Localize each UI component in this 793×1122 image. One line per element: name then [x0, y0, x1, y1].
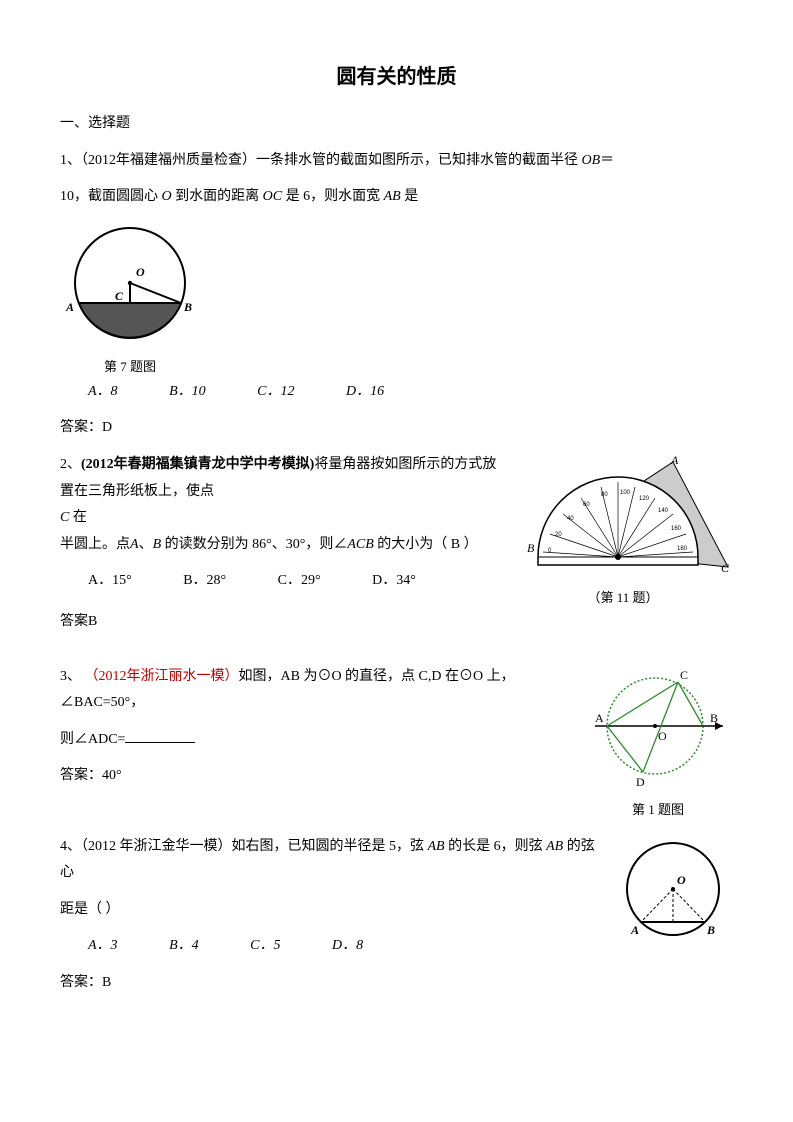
q1-ob: OB — [582, 153, 601, 168]
q3-prefix: 3、 — [60, 669, 85, 684]
q2-figure: 02040 6080100 120140160 180 A B C （第 11 … — [513, 452, 733, 606]
svg-text:80: 80 — [601, 492, 608, 498]
q4-label-b: B — [706, 923, 715, 937]
q2-lb: B — [153, 537, 162, 552]
q1-o: O — [162, 189, 172, 204]
q2-la: A — [130, 537, 139, 552]
q1-figure-caption: 第 7 题图 — [60, 356, 200, 375]
q2-label-c: C — [721, 561, 730, 575]
q2-answer: 答案B — [60, 609, 733, 636]
q4-ab2: AB — [546, 839, 563, 854]
q3-blank — [125, 728, 195, 743]
svg-text:120: 120 — [639, 496, 650, 502]
q3-l2a: 则∠ADC= — [60, 732, 125, 747]
q1-label-c: C — [115, 289, 124, 303]
q1-oc: OC — [263, 189, 282, 204]
q1-text: 1、（2012年福建福州质量检查）一条排水管的截面如图所示，已知排水管的截面半径… — [60, 148, 733, 175]
q1-ab: AB — [384, 189, 401, 204]
q2-option-d: D．34° — [372, 568, 416, 595]
q2-label-a: A — [670, 453, 679, 467]
q4-option-b: B．4 — [169, 933, 199, 960]
q1-option-c: C．12 — [257, 379, 294, 406]
q1-figure: O C A B 第 7 题图 — [60, 221, 733, 375]
q1-option-d: D．16 — [346, 379, 384, 406]
q3-label-b: B — [710, 711, 718, 725]
svg-text:160: 160 — [671, 526, 682, 532]
q2-option-a: A．15° — [88, 568, 132, 595]
q4-label-a: A — [630, 923, 639, 937]
svg-text:100: 100 — [620, 490, 631, 496]
q3-src: （2012年浙江丽水一模） — [85, 669, 239, 684]
section-heading: 一、选择题 — [60, 111, 733, 138]
q1-answer: 答案：D — [60, 415, 733, 442]
q4-label-o: O — [677, 873, 686, 887]
q4-figure: O A B — [613, 834, 733, 954]
q4-option-c: C．5 — [250, 933, 280, 960]
q1-option-b: B．10 — [169, 379, 206, 406]
q3-figure-caption: 第 1 题图 — [583, 799, 733, 818]
q1-text2: 10，截面圆圆心 O 到水面的距离 OC 是 6，则水面宽 AB 是 — [60, 184, 733, 211]
q2-d: 的大小为（ B ） — [374, 537, 478, 552]
q2-acb: ACB — [347, 537, 373, 552]
q3-figure: C A B D O 第 1 题图 — [583, 664, 733, 818]
q1-part-b: 10，截面圆圆心 — [60, 189, 162, 204]
q3-label-d: D — [636, 775, 645, 789]
q1-label-a: A — [65, 300, 74, 314]
q1-part-d: 是 6，则水面宽 — [282, 189, 384, 204]
q4-answer: 答案：B — [60, 970, 733, 997]
svg-text:40: 40 — [567, 516, 574, 522]
q4-option-d: D．8 — [332, 933, 363, 960]
q2-prefix: 2、 — [60, 457, 81, 472]
q1-part-a: 1、（2012年福建福州质量检查）一条排水管的截面如图所示，已知排水管的截面半径 — [60, 153, 582, 168]
svg-text:140: 140 — [658, 508, 669, 514]
q4-a: 4、（2012 年浙江金华一模）如右图，已知圆的半径是 5，弦 — [60, 839, 428, 854]
q1-options: A．8 B．10 C．12 D．16 — [60, 379, 733, 406]
q1-label-b: B — [183, 300, 192, 314]
svg-text:180: 180 — [677, 546, 688, 552]
q1-option-a: A．8 — [88, 379, 118, 406]
q4-ab: AB — [428, 839, 445, 854]
q2-option-c: C．29° — [278, 568, 321, 595]
page-title: 圆有关的性质 — [60, 60, 733, 89]
q2-figure-caption: （第 11 题） — [513, 587, 733, 606]
q1-part-c: 到水面的距离 — [172, 189, 263, 204]
svg-text:60: 60 — [583, 502, 590, 508]
q3-label-c: C — [680, 668, 688, 682]
q1-label-o: O — [136, 265, 145, 279]
q1-part-e: 是 — [401, 189, 419, 204]
svg-text:20: 20 — [555, 532, 562, 538]
q2-label-b: B — [527, 541, 535, 555]
q2-b: 半圆上。点 — [60, 537, 130, 552]
q3-label-o: O — [658, 729, 667, 743]
q2-src: (2012年春期福集镇青龙中学中考模拟) — [81, 457, 314, 472]
q2-cline: 在 — [69, 510, 87, 525]
q3-label-a: A — [595, 711, 604, 725]
q2-option-b: B．28° — [183, 568, 226, 595]
q4-b: 的长是 6，则弦 — [445, 839, 547, 854]
q1-eq: ＝ — [600, 153, 614, 168]
q2-c: 的读数分别为 86°、30°，则∠ — [161, 537, 347, 552]
q4-option-a: A．3 — [88, 933, 118, 960]
